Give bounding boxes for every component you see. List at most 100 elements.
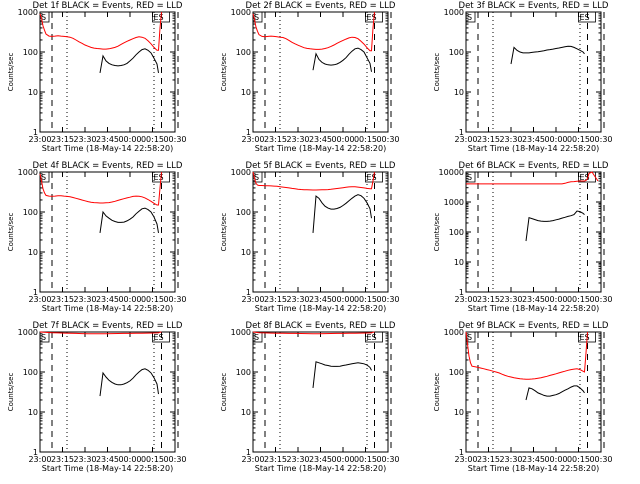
y-tick-label: 1 <box>459 448 464 457</box>
chart-panel-4: Det 4f BLACK = Events, RED = LLD 1 10 100 10… <box>7 161 187 313</box>
start-marker: S <box>41 13 46 22</box>
start-marker: S <box>41 333 46 342</box>
x-tick-label: 00:00 <box>331 295 354 304</box>
y-axis-label: Counts/sec <box>433 53 441 92</box>
x-tick-label: 00:30 <box>589 135 612 144</box>
x-tick-label: 23:00 <box>28 135 51 144</box>
x-tick-label: 00:15 <box>141 135 164 144</box>
x-tick-label: 00:15 <box>354 135 377 144</box>
x-tick-label: 23:00 <box>454 135 477 144</box>
x-tick-label: 00:00 <box>118 455 141 464</box>
start-marker-box <box>39 171 50 183</box>
y-axis-label: Counts/sec <box>433 213 441 252</box>
y-axis-label: Counts/sec <box>7 373 15 412</box>
start-marker: S <box>254 333 259 342</box>
x-tick-label: 23:30 <box>73 295 96 304</box>
x-tick-label: 23:30 <box>499 455 522 464</box>
start-marker: S <box>254 13 259 22</box>
end-marker: ES <box>154 173 164 182</box>
y-tick-label: 100 <box>449 48 464 57</box>
end-marker: ES <box>367 173 377 182</box>
start-marker: S <box>467 13 472 22</box>
x-tick-label: 00:15 <box>567 295 590 304</box>
plot-frame <box>465 11 602 133</box>
y-tick-label: 10000 <box>439 168 464 177</box>
x-tick-label: 23:45 <box>522 295 545 304</box>
x-axis-label: Start Time (18-May-14 22:58:20) <box>255 144 386 153</box>
chart-title: Det 6f BLACK = Events, RED = LLD <box>459 161 609 171</box>
start-marker-box <box>252 11 263 23</box>
y-tick-label: 1000 <box>444 328 464 337</box>
x-axis-label: Start Time (18-May-14 22:58:20) <box>255 304 386 313</box>
y-tick-label: 100 <box>449 228 464 237</box>
end-marker-box <box>578 11 596 23</box>
y-axis-label: Counts/sec <box>7 213 15 252</box>
chart-panel-2: Det 2f BLACK = Events, RED = LLD 1 10 100 10… <box>220 1 400 153</box>
y-tick-label: 1000 <box>231 328 251 337</box>
x-tick-label: 00:00 <box>544 295 567 304</box>
y-tick-label: 1000 <box>18 168 38 177</box>
series-line-events <box>99 368 159 397</box>
y-tick-label: 10 <box>454 258 464 267</box>
y-tick-label: 100 <box>23 208 38 217</box>
x-tick-label: 23:00 <box>454 455 477 464</box>
x-axis-label: Start Time (18-May-14 22:58:20) <box>468 144 599 153</box>
end-marker: ES <box>154 333 164 342</box>
plot-frame <box>39 331 176 453</box>
x-tick-label: 00:15 <box>567 455 590 464</box>
plot-frame <box>39 171 176 293</box>
series-line-lld <box>39 331 162 335</box>
start-marker-box <box>465 171 476 183</box>
start-marker-box <box>252 171 263 183</box>
x-axis-label: Start Time (18-May-14 22:58:20) <box>468 304 599 313</box>
y-tick-label: 1000 <box>18 328 38 337</box>
chart-title: Det 8f BLACK = Events, RED = LLD <box>246 321 396 331</box>
chart-title: Det 9f BLACK = Events, RED = LLD <box>459 321 609 331</box>
x-tick-label: 00:00 <box>331 135 354 144</box>
x-tick-label: 23:30 <box>286 135 309 144</box>
y-tick-label: 1 <box>33 128 38 137</box>
x-tick-label: 23:15 <box>477 455 500 464</box>
y-tick-label: 100 <box>23 48 38 57</box>
x-tick-label: 23:15 <box>264 295 287 304</box>
x-tick-label: 00:30 <box>163 455 186 464</box>
y-tick-label: 1 <box>246 128 251 137</box>
x-tick-label: 23:45 <box>522 455 545 464</box>
series-line-events <box>312 194 372 233</box>
chart-title: Det 1f BLACK = Events, RED = LLD <box>33 1 183 11</box>
x-tick-label: 23:00 <box>28 295 51 304</box>
x-tick-label: 23:30 <box>499 295 522 304</box>
x-tick-label: 23:45 <box>522 135 545 144</box>
x-axis-label: Start Time (18-May-14 22:58:20) <box>468 464 599 473</box>
chart-title: Det 5f BLACK = Events, RED = LLD <box>246 161 396 171</box>
series-line-lld <box>39 171 162 206</box>
chart-panel-7: Det 7f BLACK = Events, RED = LLD 1 10 100 10… <box>7 321 187 473</box>
x-tick-label: 23:45 <box>96 135 119 144</box>
start-marker-box <box>39 11 50 23</box>
x-tick-label: 23:30 <box>73 455 96 464</box>
y-tick-label: 10 <box>241 88 251 97</box>
end-marker: ES <box>367 13 377 22</box>
start-marker: S <box>467 173 472 182</box>
x-tick-label: 23:15 <box>51 455 74 464</box>
x-tick-label: 23:15 <box>477 295 500 304</box>
x-tick-label: 23:00 <box>454 295 477 304</box>
end-marker: ES <box>580 173 590 182</box>
x-tick-label: 23:30 <box>286 455 309 464</box>
start-marker-box <box>465 11 476 23</box>
x-tick-label: 23:15 <box>264 455 287 464</box>
y-axis-label: Counts/sec <box>433 373 441 412</box>
x-tick-label: 23:15 <box>477 135 500 144</box>
series-line-events <box>99 207 159 233</box>
y-tick-label: 100 <box>23 368 38 377</box>
y-tick-label: 1 <box>33 448 38 457</box>
y-tick-label: 10 <box>241 408 251 417</box>
y-tick-label: 1 <box>459 128 464 137</box>
y-tick-label: 10 <box>454 408 464 417</box>
y-tick-label: 100 <box>236 208 251 217</box>
x-tick-label: 00:30 <box>376 135 399 144</box>
chart-title: Det 2f BLACK = Events, RED = LLD <box>246 1 396 11</box>
series-line-lld <box>252 11 375 52</box>
y-tick-label: 100 <box>449 368 464 377</box>
